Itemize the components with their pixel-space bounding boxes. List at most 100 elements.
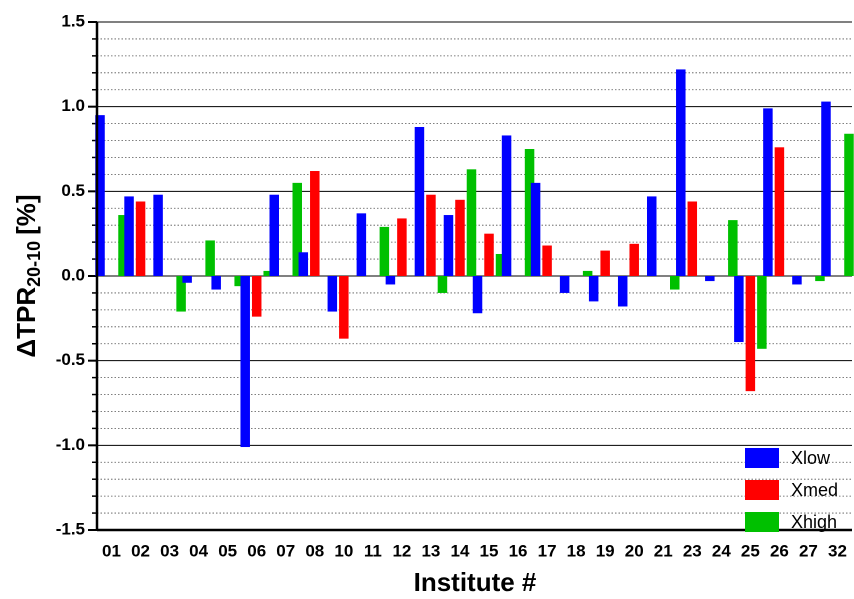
bar [728, 220, 738, 276]
bar [763, 108, 773, 276]
x-tick-label: 23 [683, 541, 702, 560]
bar [617, 276, 628, 307]
bar [484, 233, 494, 276]
bar [815, 276, 825, 282]
bar [385, 276, 396, 285]
x-tick-label: 24 [712, 541, 731, 560]
x-tick-label: 05 [218, 541, 237, 560]
bar [153, 194, 163, 276]
x-tick-label: 01 [102, 541, 121, 560]
x-tick-label: 08 [305, 541, 324, 560]
x-axis-label: Institute # [414, 567, 537, 597]
bar [530, 182, 541, 276]
bar [559, 276, 570, 293]
x-tick-label: 12 [392, 541, 411, 560]
bar [629, 243, 639, 276]
y-tick-label: 1.5 [61, 11, 85, 30]
legend-label: Xhigh [791, 512, 837, 532]
legend-swatch [745, 448, 779, 468]
bar [443, 215, 454, 276]
bar [251, 276, 262, 317]
bar [339, 276, 349, 339]
bar [310, 171, 320, 276]
bar [542, 245, 552, 276]
x-tick-label: 13 [421, 541, 440, 560]
y-tick-label: 0.5 [61, 181, 85, 200]
y-tick-label: 0.0 [61, 265, 85, 284]
bar [234, 276, 244, 287]
bar [298, 252, 309, 276]
bar [745, 276, 756, 392]
x-tick-label: 18 [567, 541, 586, 560]
bar [124, 196, 134, 276]
x-tick-label: 14 [451, 541, 470, 560]
y-axis-label: ΔTPR20-10 [%] [11, 194, 44, 357]
bar [182, 276, 192, 283]
bar [269, 194, 279, 276]
bar [821, 101, 831, 276]
bar [844, 133, 854, 276]
bar [774, 147, 785, 276]
bar [734, 276, 744, 343]
x-tick-label: 02 [131, 541, 150, 560]
bar [705, 276, 715, 282]
bar [647, 196, 657, 276]
bar [240, 276, 250, 448]
bar [501, 135, 512, 276]
legend-swatch [745, 512, 779, 532]
bar [472, 276, 483, 314]
y-label-main: ΔTPR [11, 287, 41, 358]
x-tick-label: 17 [538, 541, 557, 560]
x-tick-label: 03 [160, 541, 179, 560]
x-tick-label: 16 [509, 541, 528, 560]
y-label-unit: [%] [11, 194, 41, 234]
bar [466, 169, 477, 276]
bar [687, 201, 698, 276]
legend-swatch [745, 480, 779, 500]
x-tick-label: 10 [334, 541, 353, 560]
bar [582, 270, 593, 276]
bar [524, 149, 535, 276]
bar [327, 276, 338, 312]
x-tick-label: 11 [364, 541, 382, 560]
y-tick-label: -1.0 [56, 435, 85, 454]
bar [95, 115, 105, 276]
bar [176, 276, 186, 312]
bar [757, 276, 767, 349]
bar [437, 276, 448, 293]
x-tick-label: 32 [828, 541, 847, 560]
bar [292, 182, 302, 276]
y-tick-label: -1.5 [56, 519, 85, 538]
y-tick-label: -0.5 [56, 350, 85, 369]
bar [495, 253, 506, 276]
legend-label: Xmed [791, 480, 838, 500]
x-tick-label: 25 [741, 541, 760, 560]
y-label-sub: 20-10 [24, 241, 44, 287]
bar [676, 69, 686, 276]
bar [263, 270, 273, 276]
bar [600, 250, 610, 276]
x-tick-label: 26 [770, 541, 789, 560]
bar [118, 215, 128, 276]
x-tick-label: 07 [276, 541, 295, 560]
bar [426, 194, 436, 276]
x-tick-label: 04 [189, 541, 208, 560]
legend-label: Xlow [791, 448, 831, 468]
x-tick-label: 06 [247, 541, 266, 560]
x-tick-label: 21 [654, 541, 673, 560]
bar [356, 213, 367, 276]
x-tick-label: 19 [596, 541, 615, 560]
bar [414, 126, 425, 276]
bar [792, 276, 802, 285]
bar [135, 201, 146, 276]
bar [379, 226, 390, 276]
bar [211, 276, 221, 290]
bar [670, 276, 680, 290]
x-tick-label: 27 [799, 541, 818, 560]
bar [588, 276, 599, 302]
x-tick-label: 20 [625, 541, 644, 560]
bar [397, 218, 407, 276]
y-tick-label: 1.0 [61, 96, 85, 115]
bar [205, 240, 215, 276]
